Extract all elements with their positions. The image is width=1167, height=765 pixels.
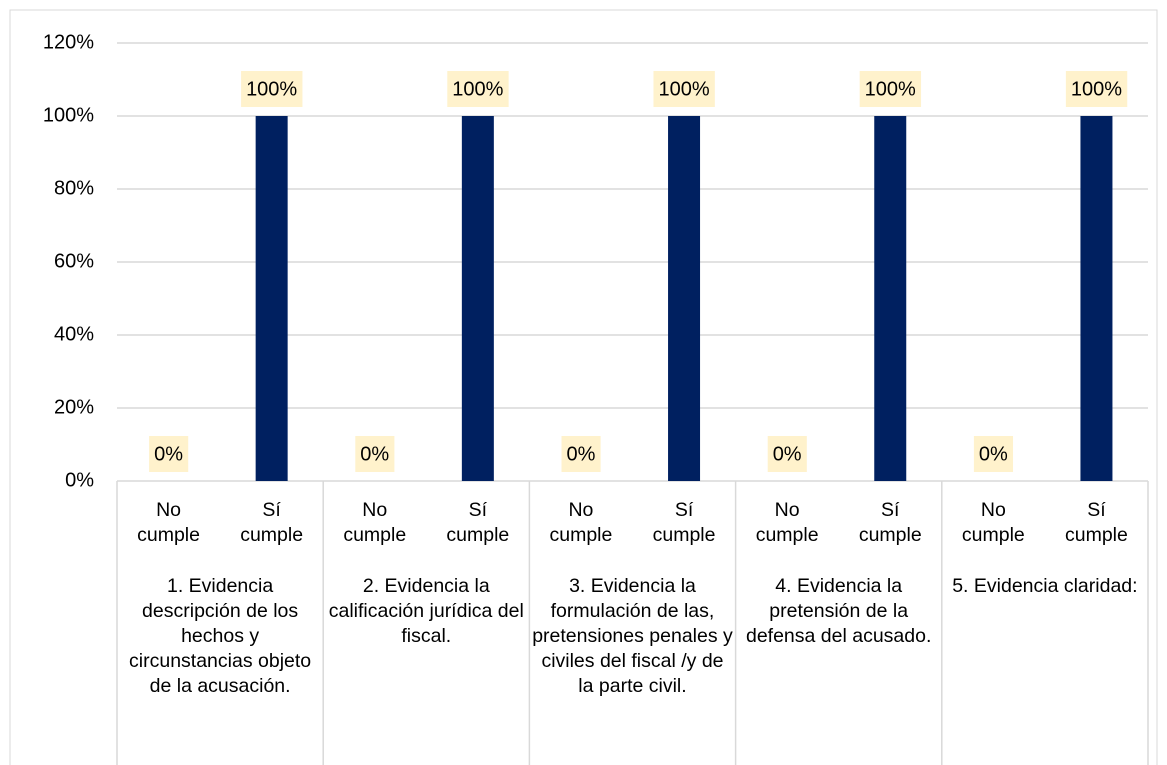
x-tick-label: No cumple (755, 499, 819, 546)
x-tick-label: No cumple (343, 499, 407, 546)
value-label-bg (973, 436, 1014, 472)
y-tick-label: 0% (65, 469, 94, 491)
value-label-bg (149, 436, 189, 472)
value-label: 0% (773, 443, 802, 465)
bar (668, 116, 701, 481)
group-label: 3. Evidencia la formulación de las, pret… (532, 575, 733, 697)
bar (1080, 116, 1113, 481)
x-tick-label: Sí cumple (240, 499, 304, 546)
value-label: 0% (154, 443, 183, 465)
value-label: 100% (452, 78, 503, 100)
value-label-bg (859, 71, 922, 107)
value-label: 0% (979, 443, 1008, 465)
y-tick-label: 80% (54, 177, 94, 199)
value-label-bg (447, 71, 509, 107)
y-tick-label: 40% (54, 323, 94, 345)
group-label: 5. Evidencia claridad: (952, 575, 1138, 597)
x-tick-label: Sí cumple (858, 499, 922, 546)
group-label: 4. Evidencia la pretensión de la defensa… (745, 575, 932, 647)
value-label: 0% (360, 443, 389, 465)
chart-border (9, 9, 1158, 765)
x-tick-label: No cumple (137, 499, 200, 546)
y-tick-label: 100% (43, 104, 94, 126)
bar (874, 116, 907, 481)
y-tick-label: 60% (54, 250, 94, 272)
group-label: 1. Evidencia descripción de los hechos y… (129, 575, 312, 697)
value-label: 100% (865, 78, 916, 100)
value-label: 100% (658, 78, 709, 100)
value-label: 100% (246, 78, 297, 100)
value-label-bg (241, 71, 303, 107)
bar (255, 116, 288, 481)
value-label: 0% (566, 443, 595, 465)
value-label-bg (767, 436, 807, 472)
y-tick-label: 120% (43, 31, 94, 53)
value-label: 100% (1071, 78, 1122, 100)
x-tick-label: No cumple (961, 499, 1025, 546)
x-tick-label: Sí cumple (446, 499, 510, 546)
y-tick-label: 20% (54, 396, 94, 418)
value-label-bg (561, 436, 601, 472)
value-label-bg (653, 71, 715, 107)
value-label-bg (355, 436, 395, 472)
x-tick-label: No cumple (549, 499, 613, 546)
x-tick-label: Sí cumple (1065, 499, 1128, 546)
x-tick-label: Sí cumple (652, 499, 716, 546)
value-label-bg (1065, 71, 1128, 107)
group-label: 2. Evidencia la calificación jurídica de… (328, 575, 524, 647)
bar (461, 116, 494, 481)
